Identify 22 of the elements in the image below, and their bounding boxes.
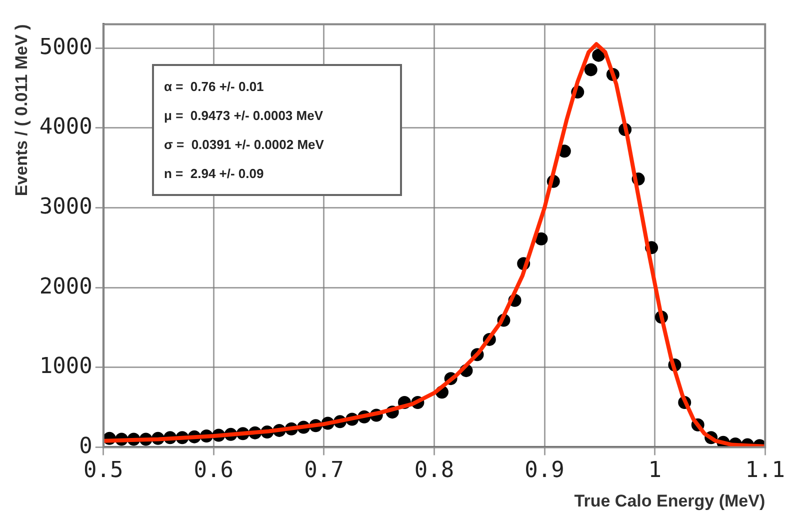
- point: [584, 63, 598, 76]
- point: [592, 48, 606, 62]
- annotation: σ = 0.0391 +/- 0.0002 MeV: [164, 136, 325, 154]
- y-tick-label: 1000: [39, 354, 92, 380]
- y-tick-label: 2000: [39, 274, 92, 300]
- annotation: α = 0.76 +/- 0.01: [164, 78, 265, 96]
- annotation: n = 2.94 +/- 0.09: [164, 165, 265, 183]
- y-tick-label: 0: [79, 434, 92, 459]
- annotation: μ = 0.9473 +/- 0.0003 MeV: [164, 107, 324, 125]
- y-tick-label: 4000: [39, 114, 92, 140]
- x-tick-label: 0.8: [414, 458, 454, 484]
- x-tick-label: 0.6: [194, 458, 234, 484]
- y-axis-title: Events / ( 0.011 MeV ): [12, 24, 31, 196]
- x-tick-label: 0.7: [304, 458, 344, 484]
- y-tick-label: 5000: [39, 34, 92, 60]
- x-tick-label: 0.5: [84, 458, 124, 484]
- x-tick-label: 1: [648, 458, 662, 484]
- y-tick-label: 3000: [39, 194, 92, 220]
- x-tick-label: 1.1: [745, 458, 786, 484]
- x-axis-title: True Calo Energy (MeV): [574, 491, 766, 510]
- point: [534, 232, 548, 246]
- x-tick-label: 0.9: [524, 458, 564, 484]
